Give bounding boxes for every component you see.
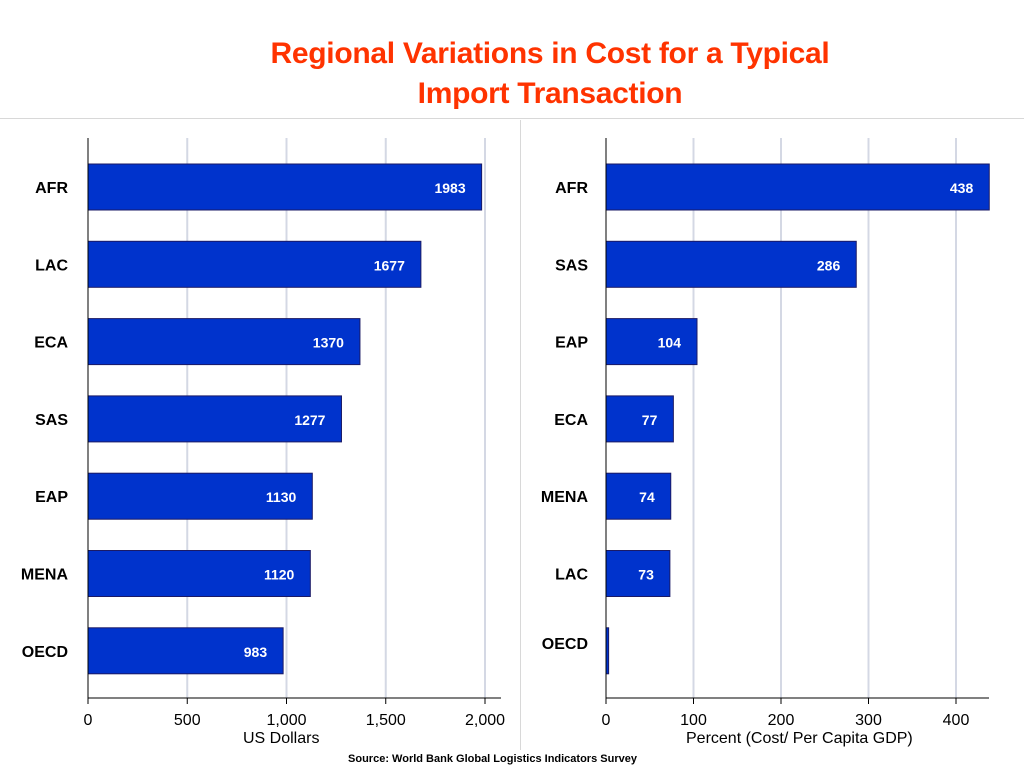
category-label: SAS [555, 257, 588, 274]
x-tick-label: 2,000 [465, 712, 505, 729]
x-axis-title-usd: US Dollars [243, 730, 320, 747]
category-label: MENA [541, 489, 589, 506]
x-tick-label: 1,500 [366, 712, 406, 729]
chart-title: Regional Variations in Cost for a Typica… [150, 34, 950, 114]
bar [605, 240, 857, 288]
bar-value-label: 73 [638, 567, 654, 583]
source-note: Source: World Bank Global Logistics Indi… [348, 753, 637, 765]
category-label: ECA [34, 335, 68, 352]
bar [87, 550, 311, 597]
bar [87, 240, 422, 288]
bar [87, 627, 284, 675]
category-label: SAS [35, 412, 68, 429]
category-label: OECD [542, 636, 588, 653]
bar-value-label: 74 [639, 489, 655, 505]
bar-value-label: 1677 [374, 257, 405, 273]
bar [87, 163, 483, 211]
bar-value-label: 1370 [313, 335, 344, 351]
bar [87, 472, 313, 520]
bar-value-label: 438 [950, 180, 974, 196]
category-label: LAC [555, 567, 588, 584]
bar-value-label: 1120 [264, 567, 295, 583]
bar-value-label: 1983 [434, 180, 465, 196]
bar-value-label: 983 [244, 644, 268, 660]
bar-value-label: 104 [658, 335, 682, 351]
chart-percent: 438 AFR 286 SAS 104 EAP 77 ECA 74 MENA 73 LAC OECD 0 1… [541, 138, 990, 729]
category-label: ECA [554, 412, 588, 429]
category-label: AFR [35, 180, 68, 197]
bar [605, 163, 990, 211]
title-line-2: Import Transaction [417, 77, 683, 110]
category-label: EAP [555, 335, 588, 352]
x-tick-label: 300 [855, 712, 882, 729]
x-tick-label: 0 [602, 712, 611, 729]
category-label: OECD [22, 644, 68, 661]
bar-value-label: 1277 [294, 412, 325, 428]
bar [605, 550, 671, 597]
chart-usd: 1983 AFR 1677 LAC 1370 ECA 1277 SAS 1130 EAP 1120 M… [21, 138, 505, 729]
x-axis-title-percent: Percent (Cost/ Per Capita GDP) [686, 730, 913, 747]
category-label: MENA [21, 567, 69, 584]
bar-value-label: 77 [642, 412, 658, 428]
x-tick-label: 200 [768, 712, 795, 729]
bar [605, 472, 672, 520]
x-tick-label: 100 [680, 712, 707, 729]
bar-value-label: 1130 [266, 489, 297, 505]
x-tick-label: 1,000 [266, 712, 306, 729]
bar [605, 318, 698, 366]
panel-divider [520, 120, 521, 750]
title-divider [0, 118, 1024, 119]
x-tick-label: 500 [174, 712, 201, 729]
title-line-1: Regional Variations in Cost for a Typica… [270, 37, 830, 70]
x-tick-label: 400 [943, 712, 970, 729]
bar [87, 318, 361, 366]
bar [605, 395, 674, 443]
category-label: EAP [35, 489, 68, 506]
bar-value-label: 286 [817, 257, 841, 273]
category-label: AFR [555, 180, 588, 197]
x-tick-label: 0 [84, 712, 93, 729]
category-label: LAC [35, 257, 68, 274]
bar [87, 395, 342, 443]
